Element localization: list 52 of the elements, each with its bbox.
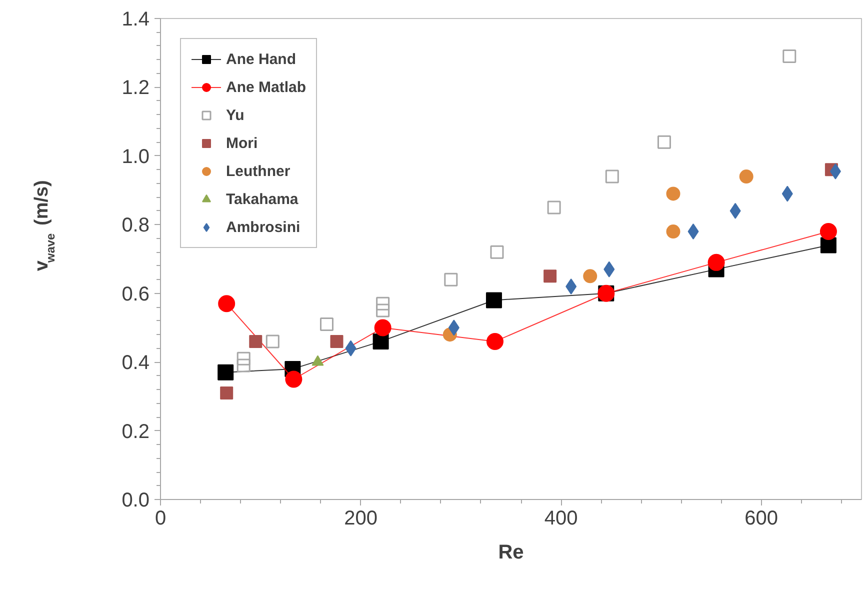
point — [666, 186, 680, 201]
point — [218, 295, 236, 312]
y-tick-label: 0.8 — [122, 214, 150, 237]
point — [547, 200, 561, 214]
point — [666, 224, 680, 238]
point — [657, 135, 671, 149]
point — [320, 318, 334, 332]
point — [376, 296, 390, 310]
point — [708, 254, 725, 271]
point — [444, 272, 458, 286]
point — [486, 332, 504, 350]
point — [820, 223, 837, 240]
point — [285, 370, 302, 388]
point — [236, 352, 250, 366]
y-tick-label: 1.2 — [122, 77, 150, 100]
point — [782, 50, 796, 64]
legend-label: Takahama — [226, 190, 298, 208]
y-tick-label: 1.4 — [122, 8, 150, 30]
point — [312, 355, 324, 366]
point — [605, 170, 619, 184]
y-tick-label: 0.6 — [122, 283, 150, 306]
legend-label: Ane Matlab — [226, 78, 306, 96]
y-tick-label: 1.0 — [122, 146, 150, 168]
y-tick-label: 0.4 — [122, 352, 150, 374]
legend-label: Ambrosini — [226, 218, 300, 236]
point — [266, 334, 280, 348]
point — [376, 304, 390, 318]
point — [249, 334, 262, 348]
point — [236, 358, 250, 372]
point — [374, 319, 392, 336]
x-tick-label: 0 — [154, 508, 166, 530]
legend-label: Mori — [226, 134, 258, 152]
point — [218, 364, 234, 380]
point — [220, 386, 234, 400]
y-axis-title: vwave (m/s) — [32, 180, 58, 272]
point — [583, 269, 598, 284]
point — [739, 170, 754, 184]
point — [820, 237, 836, 254]
legend-label: Yu — [226, 106, 246, 124]
point — [330, 334, 344, 348]
point — [544, 270, 557, 283]
x-tick-label: 400 — [544, 508, 578, 530]
point — [490, 245, 504, 259]
x-axis-title: Re — [498, 542, 524, 564]
x-tick-label: 200 — [344, 508, 378, 530]
x-tick-label: 600 — [744, 508, 778, 530]
point — [486, 292, 502, 308]
legend-label: Leuthner — [226, 162, 290, 180]
point — [372, 333, 389, 350]
y-tick-label: 0.0 — [122, 490, 150, 512]
y-tick-label: 0.2 — [122, 420, 150, 443]
legend-label: Ane Hand — [226, 50, 296, 68]
